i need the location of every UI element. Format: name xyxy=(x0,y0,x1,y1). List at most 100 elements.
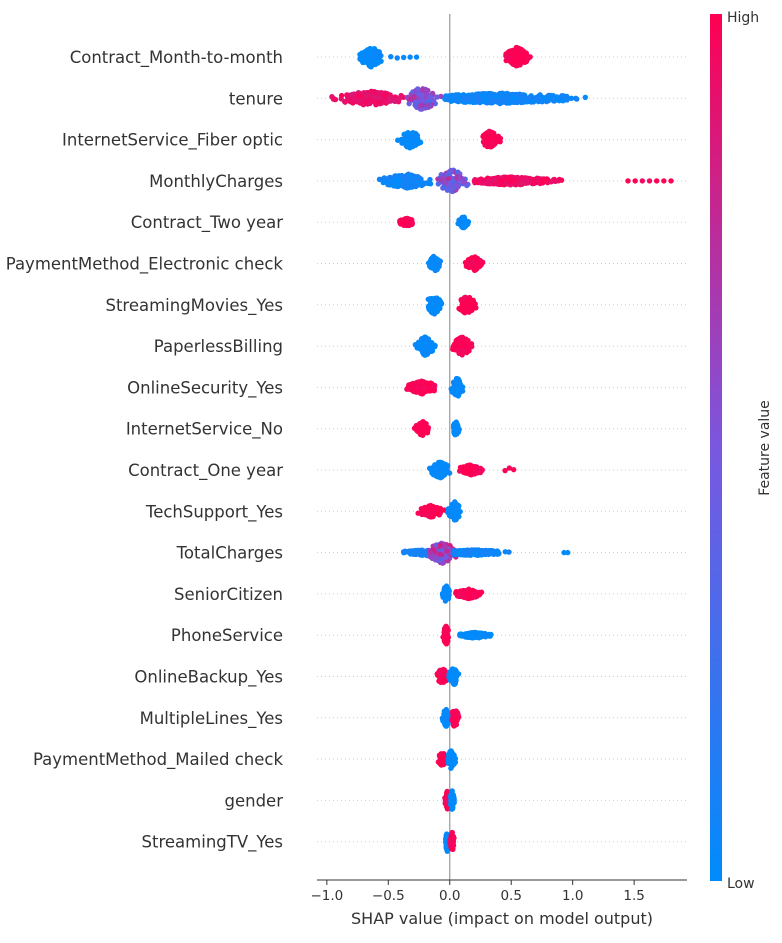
shap-point xyxy=(406,548,412,554)
shap-point xyxy=(477,261,483,267)
shap-point xyxy=(469,259,476,265)
shap-point xyxy=(411,130,418,137)
colorbar-low-label: Low xyxy=(727,876,755,892)
shap-point xyxy=(423,91,430,98)
shap-point xyxy=(462,259,469,266)
shap-point xyxy=(478,179,484,186)
shap-point xyxy=(456,175,463,181)
shap-point xyxy=(454,421,461,428)
shap-point xyxy=(460,301,466,307)
shap-point xyxy=(449,846,455,852)
shap-point xyxy=(437,551,444,557)
shap-point xyxy=(419,97,426,103)
shap-point xyxy=(453,390,459,396)
shap-point xyxy=(503,91,509,97)
shap-point xyxy=(639,178,646,184)
shap-point xyxy=(442,672,448,678)
shap-point xyxy=(466,309,472,315)
shap-point xyxy=(358,57,365,64)
shap-point xyxy=(363,49,370,55)
shap-point xyxy=(388,174,394,181)
shap-point xyxy=(441,465,448,472)
shap-point xyxy=(425,102,431,108)
shap-point xyxy=(430,97,437,104)
shap-point xyxy=(461,348,467,354)
shap-point xyxy=(451,179,457,185)
shap-point xyxy=(419,380,425,387)
shap-point xyxy=(388,53,394,60)
feature-label: PhoneService xyxy=(171,626,283,645)
shap-point xyxy=(437,542,444,548)
shap-point xyxy=(472,176,478,183)
shap-point xyxy=(408,173,415,180)
shap-point xyxy=(455,429,462,435)
shap-point xyxy=(506,174,512,181)
feature-label: PaymentMethod_Mailed check xyxy=(33,750,284,770)
shap-point xyxy=(411,550,418,556)
shap-point xyxy=(470,298,476,304)
shap-point xyxy=(425,336,431,342)
shap-point xyxy=(372,98,379,105)
shap-point xyxy=(515,61,522,67)
shap-point xyxy=(464,96,471,103)
shap-point xyxy=(418,336,425,342)
shap-point xyxy=(668,178,674,184)
row-guidelines xyxy=(317,56,687,843)
shap-point xyxy=(404,222,410,229)
shap-point xyxy=(448,833,455,840)
shap-point xyxy=(436,509,442,515)
shap-point xyxy=(446,760,453,766)
shap-point xyxy=(427,176,433,183)
shap-point xyxy=(440,666,447,673)
shap-point xyxy=(408,381,415,387)
shap-point xyxy=(406,100,412,107)
shap-point xyxy=(494,548,500,554)
shap-point xyxy=(453,716,459,722)
shap-point xyxy=(555,178,562,184)
shap-point xyxy=(448,796,454,802)
shap-point xyxy=(368,63,375,69)
shap-point xyxy=(483,135,489,141)
shap-point xyxy=(509,98,515,105)
shap-point xyxy=(467,634,473,640)
x-axis-title: SHAP value (impact on model output) xyxy=(351,909,653,928)
shap-point xyxy=(435,261,441,267)
feature-label: PaperlessBilling xyxy=(154,337,283,356)
shap-point xyxy=(395,178,402,184)
shap-point xyxy=(460,594,467,600)
shap-point xyxy=(556,97,563,104)
shap-point xyxy=(531,177,537,183)
shap-point xyxy=(445,506,452,512)
shap-point xyxy=(357,98,363,104)
shap-point xyxy=(363,93,369,99)
shap-point xyxy=(473,469,479,476)
x-tick-label: 1.0 xyxy=(562,888,583,904)
shap-point xyxy=(387,98,394,104)
shap-point xyxy=(437,459,444,466)
shap-point xyxy=(523,50,529,56)
shap-point xyxy=(442,798,449,804)
shap-point xyxy=(357,52,364,58)
shap-point xyxy=(460,339,466,345)
shap-point xyxy=(445,175,452,182)
shap-point xyxy=(427,181,434,187)
shap-point xyxy=(489,129,495,136)
feature-label: Contract_Two year xyxy=(131,213,283,233)
feature-label: StreamingTV_Yes xyxy=(142,833,283,853)
shap-point xyxy=(480,93,486,99)
shap-point xyxy=(488,144,494,150)
shap-point xyxy=(440,678,446,685)
shap-point xyxy=(443,554,449,560)
feature-label: TotalCharges xyxy=(176,544,283,563)
shap-point xyxy=(391,183,397,189)
shap-point xyxy=(445,186,451,192)
shap-point xyxy=(456,386,462,392)
shap-point xyxy=(503,51,509,57)
shap-point xyxy=(478,589,485,595)
shap-point xyxy=(506,465,513,471)
shap-point xyxy=(459,306,466,312)
shap-point xyxy=(447,749,453,755)
shap-point xyxy=(446,171,452,178)
feature-label: PaymentMethod_Electronic check xyxy=(6,255,284,275)
